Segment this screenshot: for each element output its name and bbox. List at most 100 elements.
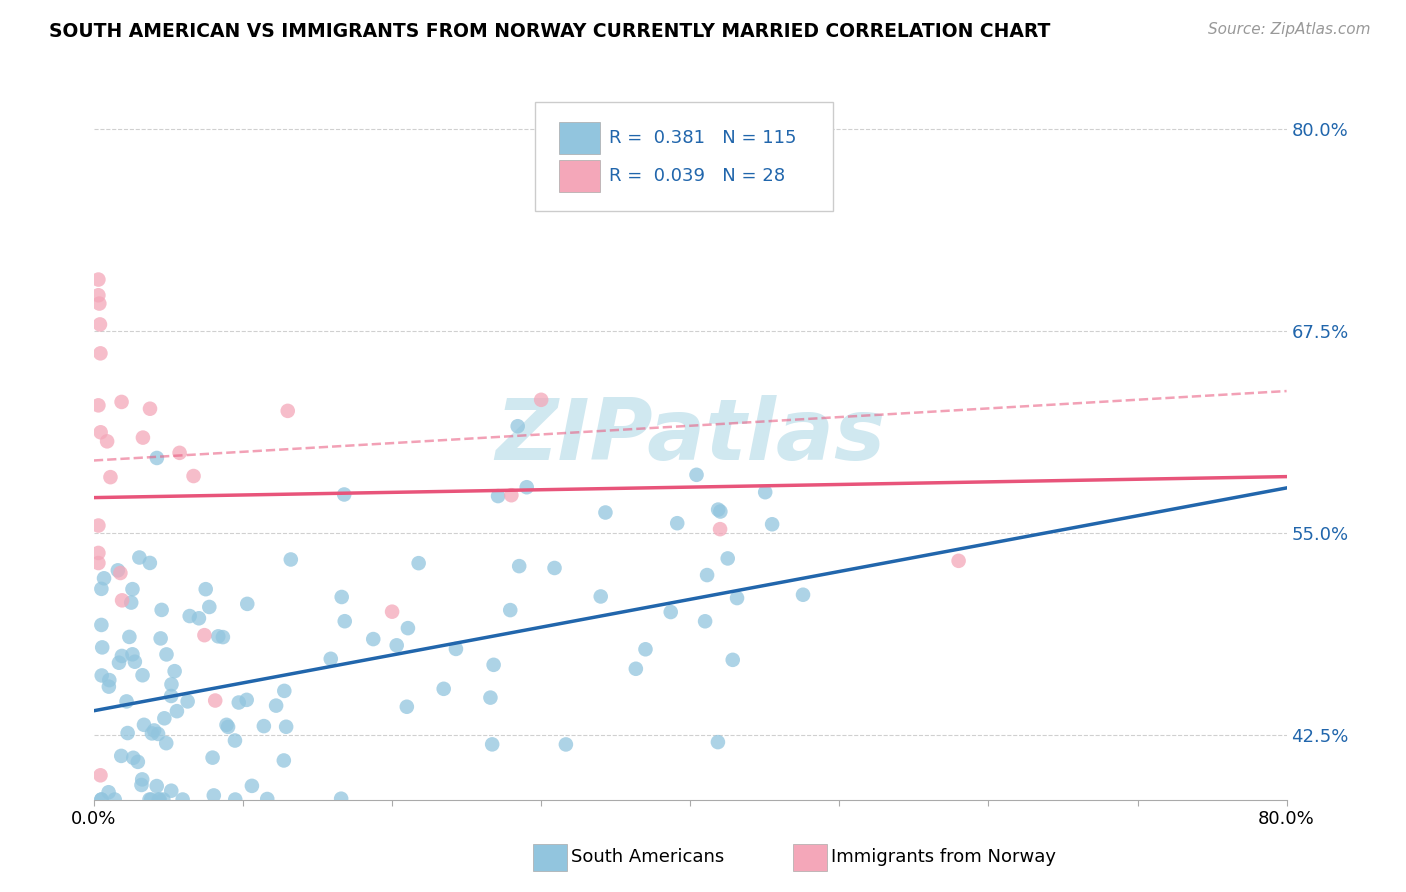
Point xyxy=(115,694,138,708)
Point xyxy=(146,727,169,741)
Point xyxy=(707,735,730,749)
Point xyxy=(89,346,111,360)
Point xyxy=(264,698,287,713)
Point xyxy=(90,792,112,806)
Point xyxy=(589,590,612,604)
Point xyxy=(132,431,155,445)
FancyBboxPatch shape xyxy=(560,161,599,192)
Point xyxy=(212,630,235,644)
Point xyxy=(395,699,418,714)
Point xyxy=(87,272,110,286)
Text: South Americans: South Americans xyxy=(571,848,724,866)
Point xyxy=(121,648,143,662)
Point xyxy=(486,489,509,503)
Point xyxy=(89,296,111,310)
Point xyxy=(319,652,342,666)
Point xyxy=(183,469,205,483)
Point xyxy=(87,518,110,533)
Text: ZIPatlas: ZIPatlas xyxy=(495,395,886,478)
Point xyxy=(595,506,617,520)
Point xyxy=(141,726,163,740)
Point xyxy=(176,694,198,708)
Text: R =  0.039   N = 28: R = 0.039 N = 28 xyxy=(609,167,786,186)
Point xyxy=(97,680,120,694)
Point xyxy=(131,778,153,792)
Point xyxy=(160,783,183,797)
Point xyxy=(385,638,408,652)
Point xyxy=(111,648,134,663)
Point xyxy=(121,582,143,596)
Point xyxy=(90,618,112,632)
Point xyxy=(224,792,246,806)
Point xyxy=(792,588,814,602)
Point xyxy=(98,673,121,687)
Point xyxy=(172,792,194,806)
FancyBboxPatch shape xyxy=(560,122,599,154)
Point xyxy=(149,632,172,646)
Point xyxy=(150,603,173,617)
Text: R =  0.381   N = 115: R = 0.381 N = 115 xyxy=(609,129,797,147)
Point xyxy=(330,590,353,604)
Point xyxy=(433,681,456,696)
Point xyxy=(236,597,259,611)
Point xyxy=(153,711,176,725)
Point xyxy=(110,748,132,763)
Point xyxy=(107,563,129,577)
Point xyxy=(276,720,298,734)
Point xyxy=(87,546,110,560)
Point xyxy=(160,677,183,691)
Point xyxy=(118,630,141,644)
Point xyxy=(444,641,467,656)
Point xyxy=(132,718,155,732)
Point xyxy=(634,642,657,657)
Point xyxy=(481,737,503,751)
Point xyxy=(506,419,529,434)
Point xyxy=(330,791,353,805)
Point xyxy=(217,720,239,734)
Point xyxy=(948,554,970,568)
Point xyxy=(709,522,731,536)
Point xyxy=(155,736,177,750)
Point xyxy=(127,755,149,769)
Point xyxy=(508,559,530,574)
Point xyxy=(110,395,132,409)
Point xyxy=(408,556,430,570)
Point xyxy=(111,593,134,607)
Point xyxy=(204,693,226,707)
Point xyxy=(87,288,110,302)
Point xyxy=(482,657,505,672)
Point xyxy=(90,792,112,806)
Point xyxy=(396,621,419,635)
Point xyxy=(169,446,191,460)
Point xyxy=(90,668,112,682)
Point xyxy=(280,552,302,566)
Point xyxy=(501,488,523,502)
Point xyxy=(148,792,170,806)
Point xyxy=(108,656,131,670)
Point xyxy=(543,561,565,575)
Point xyxy=(143,723,166,738)
Text: Immigrants from Norway: Immigrants from Norway xyxy=(831,848,1056,866)
Point xyxy=(707,502,730,516)
Point xyxy=(235,693,257,707)
Point xyxy=(146,450,169,465)
Point xyxy=(659,605,682,619)
Point xyxy=(333,487,356,501)
Point xyxy=(554,738,576,752)
Point xyxy=(207,629,229,643)
Point xyxy=(333,614,356,628)
Point xyxy=(117,726,139,740)
Point xyxy=(141,792,163,806)
Point xyxy=(110,566,132,580)
Point xyxy=(90,425,112,440)
Point xyxy=(96,434,118,449)
Text: SOUTH AMERICAN VS IMMIGRANTS FROM NORWAY CURRENTLY MARRIED CORRELATION CHART: SOUTH AMERICAN VS IMMIGRANTS FROM NORWAY… xyxy=(49,22,1050,41)
Point xyxy=(124,655,146,669)
Point xyxy=(717,551,740,566)
Point xyxy=(693,615,716,629)
Point xyxy=(240,779,263,793)
Point xyxy=(89,768,111,782)
Point xyxy=(709,504,731,518)
Point xyxy=(89,318,111,332)
Point xyxy=(120,596,142,610)
